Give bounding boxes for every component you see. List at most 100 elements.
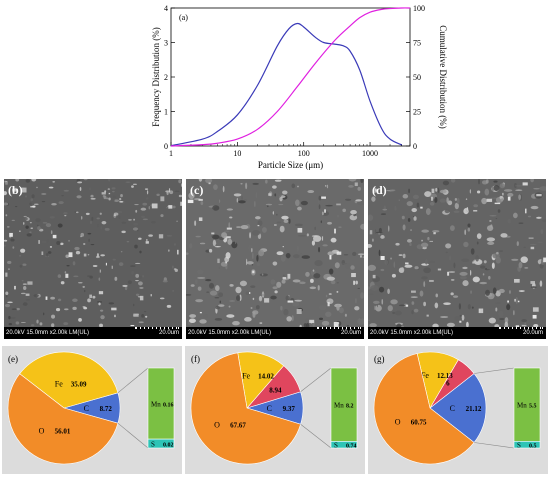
sem-particle xyxy=(249,232,251,239)
sem-particle xyxy=(317,285,320,291)
scale-bar-c xyxy=(317,327,361,329)
sem-particle xyxy=(133,303,135,307)
sem-particle xyxy=(199,319,207,324)
x-tick-label-3: 1000 xyxy=(362,149,378,158)
sem-particle xyxy=(291,183,296,189)
sem-particle xyxy=(325,204,333,207)
sem-particle xyxy=(495,218,498,220)
sem-highlight xyxy=(405,304,409,307)
sem-particle xyxy=(495,307,498,312)
sem-particle xyxy=(282,190,288,195)
sem-particle xyxy=(208,248,213,253)
sem-particle xyxy=(270,279,276,285)
sem-particle xyxy=(402,224,406,231)
sem-particle xyxy=(476,241,479,245)
sem-highlight xyxy=(324,209,326,213)
sem-particle xyxy=(96,217,100,220)
sem-particle xyxy=(46,239,50,243)
sem-particle xyxy=(398,304,406,307)
sem-particle xyxy=(148,205,151,210)
scale-label-d: 20.0um xyxy=(522,330,543,336)
bar-value-mn: 5.5 xyxy=(529,404,537,410)
sem-particle xyxy=(423,267,431,274)
sem-particle xyxy=(261,294,265,296)
sem-highlight xyxy=(429,279,434,282)
sem-highlight xyxy=(14,285,16,290)
bar-segment-mn xyxy=(330,367,358,442)
sem-particle xyxy=(238,200,246,204)
sem-particle xyxy=(4,202,9,206)
sem-particle xyxy=(215,305,221,310)
sem-particle xyxy=(171,265,174,269)
sem-particle xyxy=(100,254,105,257)
sem-particle xyxy=(14,206,18,208)
sem-particle xyxy=(77,181,83,184)
sem-particle xyxy=(495,256,501,264)
sem-highlight xyxy=(372,274,376,279)
sem-particle xyxy=(252,297,255,301)
scale-bar-b xyxy=(135,327,179,329)
sem-particle xyxy=(453,210,460,213)
sem-particle xyxy=(270,295,277,300)
sem-particle xyxy=(46,252,49,257)
sem-particle xyxy=(320,220,323,224)
panel-label-c: (c) xyxy=(190,183,204,197)
bar-label-s: S xyxy=(151,441,155,449)
sem-particle xyxy=(212,205,220,211)
sem-highlight xyxy=(507,300,509,303)
pie-panel-g: (g) C 21.12 6 Fe 12.13 O 60.75 Mn 5.5 S 0.5 xyxy=(368,346,548,474)
pie-slice-o xyxy=(7,373,119,465)
sem-particle xyxy=(199,242,206,245)
sem-particle xyxy=(454,316,462,321)
sem-particle xyxy=(25,299,30,301)
sem-texture-d xyxy=(368,179,546,331)
sem-particle xyxy=(402,253,406,259)
sem-particle xyxy=(166,304,172,308)
sem-particle xyxy=(5,214,8,217)
sem-highlight xyxy=(522,182,528,186)
sem-particle xyxy=(318,204,321,210)
sem-particle xyxy=(165,206,169,209)
sem-particle xyxy=(137,281,143,286)
sem-highlight xyxy=(160,196,165,202)
sem-particle xyxy=(113,215,117,218)
sem-particle xyxy=(214,246,221,248)
sem-particle xyxy=(529,243,537,245)
sem-particle xyxy=(98,302,101,306)
sem-particle xyxy=(406,239,412,243)
y2-tick-label-1: 25 xyxy=(413,108,421,117)
sem-particle xyxy=(539,186,546,191)
sem-highlight xyxy=(30,206,36,208)
sem-particle xyxy=(400,267,405,273)
sem-particle xyxy=(453,295,459,298)
sem-particle xyxy=(328,268,334,275)
sem-particle xyxy=(389,189,396,192)
sem-particle xyxy=(4,191,7,196)
sem-highlight xyxy=(309,319,315,323)
sem-particle xyxy=(411,207,417,213)
sem-particle xyxy=(12,246,15,249)
sem-particle xyxy=(272,185,277,189)
sem-particle xyxy=(467,223,471,228)
sem-particle xyxy=(511,258,519,261)
sem-highlight xyxy=(521,324,527,327)
sem-particle xyxy=(135,280,139,282)
sem-particle xyxy=(254,200,256,208)
sem-particle xyxy=(446,322,455,328)
sem-particle xyxy=(539,280,543,287)
sem-particle xyxy=(288,218,291,224)
sem-particle xyxy=(350,265,355,270)
sem-particle xyxy=(279,196,283,202)
sem-particle xyxy=(47,251,52,254)
sem-particle xyxy=(138,237,142,240)
sem-highlight xyxy=(133,218,135,221)
sem-particle xyxy=(458,303,462,310)
sem-particle xyxy=(498,250,504,252)
sem-particle xyxy=(76,195,82,199)
sem-particle xyxy=(223,230,230,233)
sem-particle xyxy=(132,183,137,186)
sem-particle xyxy=(305,271,310,277)
sem-particle xyxy=(113,199,115,201)
sem-particle xyxy=(352,251,357,256)
sem-particle xyxy=(344,313,347,317)
